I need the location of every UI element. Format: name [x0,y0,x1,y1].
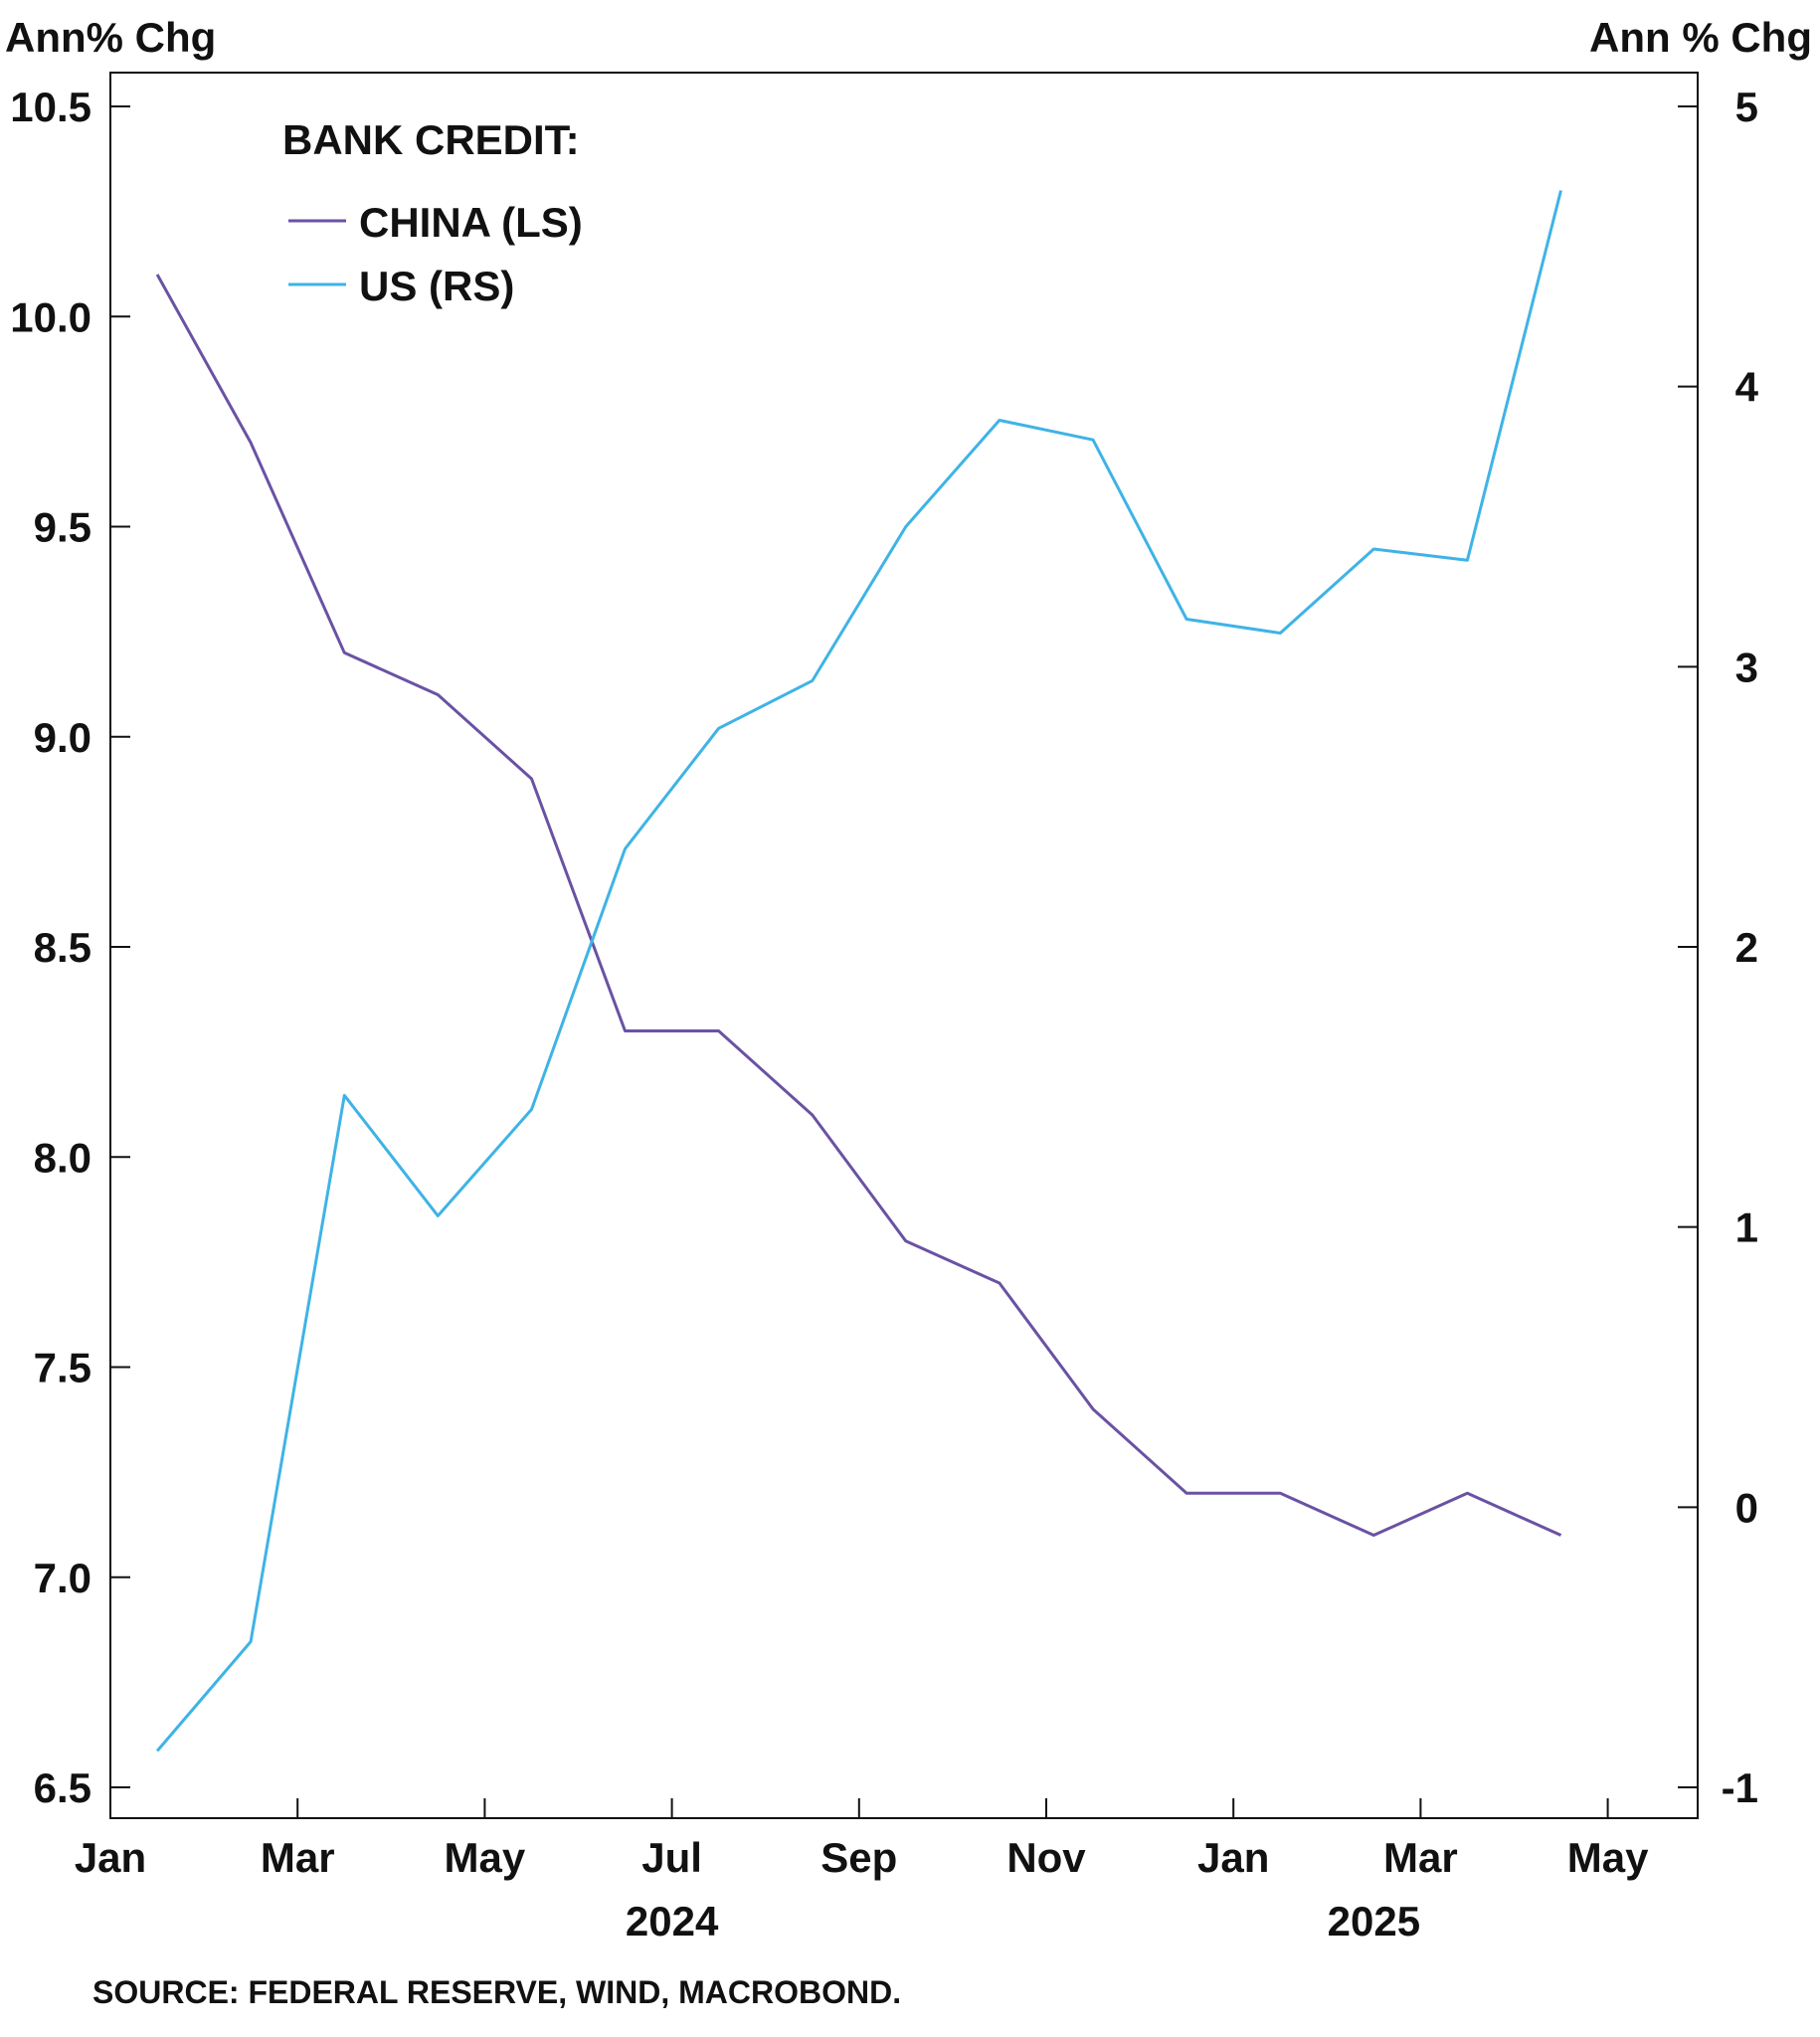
series-line-us [155,190,1562,1753]
legend-label-china: CHINA (LS) [359,199,583,246]
x-axis: Jan Mar May Jul Sep Nov Jan Mar May 2024 2025 [75,1798,1649,1944]
x-axis-tick-label: Mar [1383,1834,1458,1881]
right-axis-tick-label: 5 [1735,84,1758,130]
left-axis-tick-label: 8.0 [34,1134,91,1181]
right-axis-tick-label: 2 [1735,924,1758,971]
left-axis-tick-label: 10.0 [10,293,91,340]
x-axis-tick-label: Jan [1197,1834,1269,1881]
legend-title: BANK CREDIT: [282,116,580,163]
right-y-axis: -1 0 1 2 3 4 5 [1678,84,1759,1811]
x-axis-tick-label: Jul [641,1834,702,1881]
left-axis-tick-label: 10.5 [10,84,91,130]
left-axis-tick-label: 8.5 [34,924,91,971]
x-axis-tick-label: May [1567,1834,1649,1881]
legend-label-us: US (RS) [359,263,514,309]
right-axis-title: Ann % Chg [1589,14,1812,61]
source-note: SOURCE: FEDERAL RESERVE, WIND, MACROBOND… [92,1974,901,2010]
left-axis-tick-label: 6.5 [34,1764,91,1811]
left-axis-tick-label: 7.0 [34,1555,91,1601]
right-axis-tick-label: 1 [1735,1204,1758,1251]
left-axis-title: Ann% Chg [5,14,216,61]
x-axis-year-label: 2024 [626,1898,719,1944]
x-axis-tick-label: Nov [1006,1834,1086,1881]
x-axis-tick-label: Sep [820,1834,897,1881]
legend: BANK CREDIT: CHINA (LS) US (RS) [282,116,583,309]
series-layer [155,190,1562,1753]
x-axis-tick-label: Jan [75,1834,146,1881]
left-axis-tick-label: 9.5 [34,504,91,551]
series-line-china [155,274,1562,1537]
right-axis-tick-label: 0 [1735,1484,1758,1531]
left-y-axis: 6.5 7.0 7.5 8.0 8.5 9.0 9.5 10.0 10.5 [10,84,130,1811]
plot-frame [109,72,1699,1819]
left-axis-tick-label: 7.5 [34,1345,91,1391]
right-axis-tick-label: -1 [1722,1764,1758,1811]
right-axis-tick-label: 3 [1735,644,1758,690]
x-axis-year-label: 2025 [1328,1898,1420,1944]
right-axis-tick-label: 4 [1735,364,1759,411]
x-axis-tick-label: May [445,1834,526,1881]
x-axis-tick-label: Mar [261,1834,335,1881]
left-axis-tick-label: 9.0 [34,714,91,761]
